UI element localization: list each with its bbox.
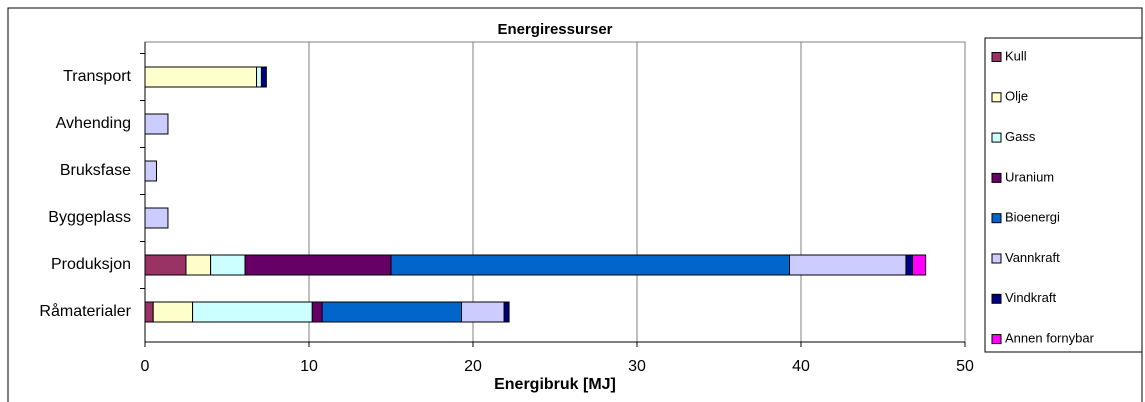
y-tick-label: Bruksfase	[60, 162, 131, 179]
y-tick-label: Byggeplass	[48, 209, 131, 226]
chart-title: Energiressurser	[497, 21, 612, 38]
bar-segment	[789, 254, 907, 276]
x-tick-label: 20	[464, 358, 482, 375]
legend-swatch	[991, 293, 1002, 304]
legend-label: Uranium	[1005, 169, 1054, 184]
bar-segment	[503, 301, 510, 323]
legend-label: Vannkraft	[1005, 250, 1060, 265]
legend-swatch	[991, 132, 1002, 143]
bar-segment	[461, 301, 505, 323]
bar-segment	[144, 113, 169, 135]
x-axis-label: Energibruk [MJ]	[494, 376, 616, 393]
x-tick-label: 40	[792, 358, 810, 375]
bar-segment	[144, 301, 154, 323]
bar-segment	[905, 254, 914, 276]
legend-swatch	[991, 334, 1002, 345]
y-tick-label: Råmaterialer	[39, 302, 131, 320]
y-tick-label: Avhending	[56, 115, 131, 132]
bar-segment	[192, 301, 313, 323]
bar-segment	[210, 254, 246, 276]
legend-label: Annen fornybar	[1005, 331, 1095, 346]
y-tick-label: Produksjon	[51, 256, 131, 273]
legend-swatch	[991, 213, 1002, 224]
bar-segment	[144, 66, 258, 88]
plot-area	[144, 41, 966, 343]
bar-segment	[244, 254, 392, 276]
bar-segment	[152, 301, 194, 323]
bar-segment	[311, 301, 323, 323]
bar-segment	[912, 254, 927, 276]
x-tick-label: 10	[300, 358, 318, 375]
bar-segment	[144, 254, 187, 276]
legend-label: Bioenergi	[1005, 210, 1060, 225]
legend-label: Vindkraft	[1005, 290, 1056, 305]
y-tick-label: Transport	[63, 68, 131, 85]
bar-segment	[260, 66, 267, 88]
bar-segment	[390, 254, 791, 276]
x-tick-label: 0	[141, 358, 150, 375]
bar-segment	[256, 66, 262, 88]
bar-segment	[144, 160, 157, 182]
legend-label: Olje	[1005, 89, 1028, 104]
bar-segment	[144, 207, 169, 229]
x-tick-label: 50	[956, 358, 974, 375]
bar-segment	[321, 301, 463, 323]
legend-label: Kull	[1005, 48, 1027, 63]
legend-swatch	[991, 253, 1002, 264]
legend	[984, 37, 1143, 353]
legend-swatch	[991, 52, 1002, 62]
legend-swatch	[991, 92, 1002, 103]
x-tick-label: 30	[628, 358, 646, 375]
legend-swatch	[991, 172, 1002, 183]
legend-label: Gass	[1005, 129, 1036, 144]
bar-segment	[185, 254, 212, 276]
